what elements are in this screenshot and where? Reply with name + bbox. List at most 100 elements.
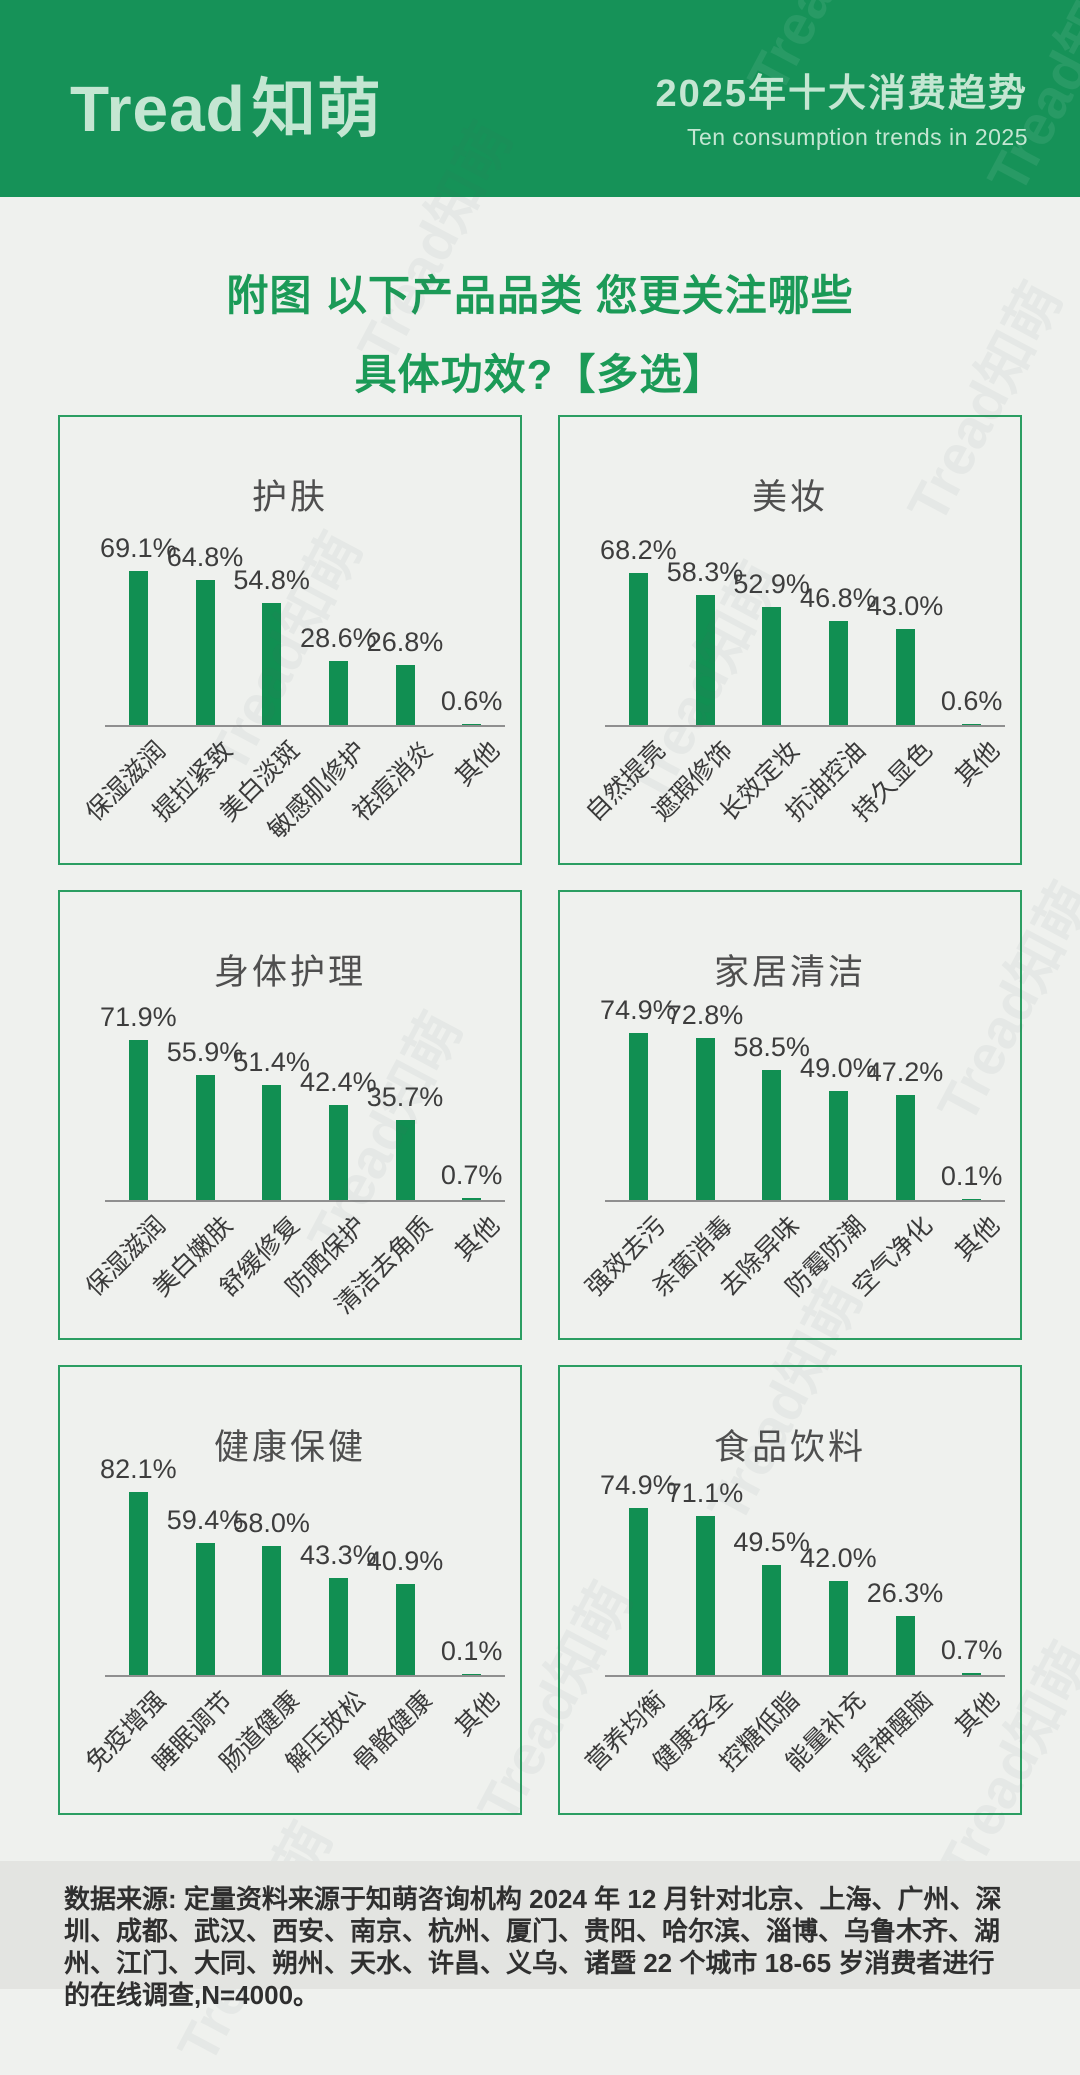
bar	[762, 607, 782, 725]
bar	[462, 1673, 482, 1675]
page-title-line2: 具体功效?【多选】	[354, 351, 726, 398]
value-label: 42.4%	[300, 1067, 377, 1098]
chart-title: 家居清洁	[713, 953, 866, 992]
value-label: 71.1%	[666, 1478, 744, 1509]
bar	[395, 1583, 415, 1675]
bar	[395, 665, 415, 725]
value-label: 59.4%	[166, 1504, 244, 1535]
chart-panel-homeclean: 家居清洁 74.9% 强效去污 72.8% 杀菌消毒 58.5% 去除异味 49.0% 防霉防…	[558, 890, 1022, 1340]
header-banner: Tread知萌 Tread知萌 Tread知萌 2025年十大消费趋势 Ten …	[0, 0, 1080, 197]
bar	[762, 1564, 782, 1675]
value-label: 49.0%	[800, 1052, 877, 1083]
bar	[695, 1516, 715, 1675]
bar	[195, 1075, 215, 1200]
value-label: 49.5%	[733, 1526, 810, 1557]
data-source-text: 数据来源: 定量资料来源于知萌咨询机构 2024 年 12 月针对北京、上海、广…	[64, 1884, 1002, 2010]
bar	[128, 570, 148, 725]
bar	[695, 594, 715, 725]
bar	[262, 1545, 282, 1675]
x-axis-line	[605, 1200, 1005, 1202]
value-label: 54.8%	[233, 564, 310, 595]
bar	[195, 1542, 215, 1675]
value-label: 35.7%	[366, 1082, 444, 1113]
x-axis-line	[105, 1675, 505, 1677]
value-label: 43.0%	[866, 591, 944, 622]
chart-title: 食品饮料	[713, 1428, 866, 1467]
value-label: 26.3%	[866, 1578, 944, 1609]
bar	[895, 1616, 915, 1675]
value-label: 43.3%	[300, 1540, 377, 1571]
bar	[328, 1578, 348, 1675]
value-label: 64.8%	[166, 542, 244, 573]
value-label: 0.7%	[440, 1160, 503, 1191]
bar	[828, 1581, 848, 1675]
chart-panel-makeup: 美妆 68.2% 自然提亮 58.3% 遮瑕修饰 52.9% 长效定妆 46.8% 抗油控油 4…	[558, 415, 1022, 865]
value-label: 46.8%	[800, 582, 877, 613]
bar	[195, 580, 215, 725]
value-label: 42.0%	[800, 1543, 877, 1574]
value-label: 82.1%	[100, 1453, 177, 1484]
value-label: 74.9%	[600, 1469, 677, 1500]
report-title-block: 2025年十大消费趋势 Ten consumption trends in 20…	[655, 62, 1028, 151]
bar	[628, 572, 648, 725]
brand-logo-en: Tread	[70, 73, 246, 145]
value-label: 28.6%	[300, 623, 377, 654]
chart-panel-health: 健康保健 82.1% 免疫增强 59.4% 睡眠调节 58.0% 肠道健康 43.3% 解压放…	[58, 1365, 522, 1815]
bar	[128, 1039, 148, 1200]
value-label: 58.5%	[733, 1031, 810, 1062]
bar	[828, 1090, 848, 1200]
chart-panel-food: 食品饮料 74.9% 营养均衡 71.1% 健康安全 49.5% 控糖低脂 42.0% 能量补…	[558, 1365, 1022, 1815]
x-axis-line	[605, 725, 1005, 727]
value-label: 0.1%	[440, 1635, 503, 1666]
value-label: 40.9%	[366, 1545, 444, 1576]
bar	[895, 1094, 915, 1200]
value-label: 68.2%	[600, 534, 677, 565]
value-label: 0.6%	[440, 685, 503, 716]
bar	[695, 1037, 715, 1200]
brand-logo-cn: 知萌	[251, 73, 382, 145]
value-label: 69.1%	[100, 532, 177, 563]
bar	[962, 723, 982, 725]
value-label: 47.2%	[866, 1056, 944, 1087]
chart-title: 身体护理	[213, 953, 366, 992]
x-axis-line	[105, 1200, 505, 1202]
bar	[962, 1198, 982, 1200]
value-label: 72.8%	[666, 999, 744, 1030]
bar	[628, 1507, 648, 1675]
chart-title: 美妆	[751, 478, 828, 517]
bar	[395, 1120, 415, 1200]
bar	[462, 723, 482, 725]
x-axis-line	[605, 1675, 1005, 1677]
bar	[262, 602, 282, 725]
report-title-en: Ten consumption trends in 2025	[686, 124, 1028, 150]
bar	[962, 1673, 982, 1675]
value-label: 51.4%	[233, 1047, 310, 1078]
page-title: 附图 以下产品品类 您更关注哪些 具体功效?【多选】	[0, 262, 1080, 402]
bar	[262, 1085, 282, 1200]
bar	[828, 620, 848, 725]
value-label: 0.6%	[940, 685, 1003, 716]
footer-source-band: 数据来源: 定量资料来源于知萌咨询机构 2024 年 12 月针对北京、上海、广…	[0, 1861, 1080, 2010]
bar	[762, 1069, 782, 1200]
value-label: 26.8%	[366, 627, 444, 658]
bar	[628, 1032, 648, 1200]
x-axis-line	[105, 725, 505, 727]
value-label: 58.0%	[233, 1507, 310, 1538]
bar	[462, 1198, 482, 1200]
chart-title: 护肤	[251, 478, 328, 517]
bar	[328, 661, 348, 725]
brand-logo: Tread知萌	[70, 58, 382, 150]
bar	[895, 629, 915, 725]
chart-panel-skincare: 护肤 69.1% 保湿滋润 64.8% 提拉紧致 54.8% 美白淡斑 28.6% 敏感肌修护…	[58, 415, 522, 865]
value-label: 55.9%	[166, 1037, 244, 1068]
value-label: 58.3%	[666, 556, 744, 587]
value-label: 52.9%	[733, 569, 810, 600]
chart-title: 健康保健	[213, 1428, 366, 1467]
bar	[128, 1491, 148, 1675]
page-title-line1: 附图 以下产品品类 您更关注哪些	[226, 272, 854, 319]
bar	[328, 1105, 348, 1200]
value-label: 0.1%	[940, 1160, 1003, 1191]
chart-panel-bodycare: 身体护理 71.9% 保湿滋润 55.9% 美白嫩肤 51.4% 舒缓修复 42.4% 防晒保…	[58, 890, 522, 1340]
value-label: 0.7%	[940, 1635, 1003, 1666]
report-title-cn: 2025年十大消费趋势	[655, 73, 1028, 115]
